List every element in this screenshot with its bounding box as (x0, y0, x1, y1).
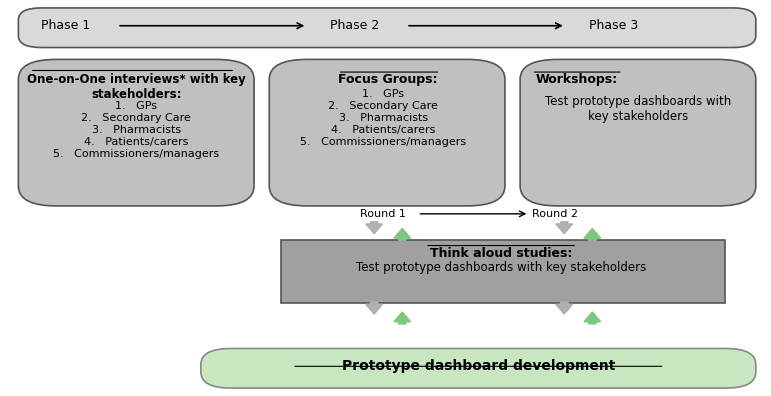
FancyBboxPatch shape (19, 8, 756, 48)
FancyBboxPatch shape (281, 240, 726, 303)
FancyBboxPatch shape (520, 59, 756, 206)
Text: Workshops:: Workshops: (536, 73, 618, 86)
Text: 2.   Secondary Care: 2. Secondary Care (81, 113, 191, 123)
Text: Focus Groups:: Focus Groups: (338, 73, 437, 86)
Text: 4.   Patients/carers: 4. Patients/carers (84, 137, 188, 147)
FancyArrow shape (365, 222, 382, 234)
FancyBboxPatch shape (269, 59, 505, 206)
Text: Phase 1: Phase 1 (41, 19, 90, 32)
Text: One-on-One interviews* with key
stakeholders:: One-on-One interviews* with key stakehol… (27, 73, 246, 101)
FancyBboxPatch shape (19, 59, 254, 206)
Text: 5.   Commissioners/managers: 5. Commissioners/managers (53, 148, 219, 158)
Text: Think aloud studies:: Think aloud studies: (430, 247, 572, 260)
Text: Round 1: Round 1 (361, 209, 406, 219)
FancyArrow shape (394, 312, 411, 324)
Text: Phase 3: Phase 3 (588, 19, 638, 32)
Text: Test prototype dashboards with
key stakeholders: Test prototype dashboards with key stake… (545, 95, 731, 123)
Text: 1.   GPs: 1. GPs (362, 89, 404, 99)
Text: Test prototype dashboards with key stakeholders: Test prototype dashboards with key stake… (356, 261, 646, 274)
FancyArrow shape (584, 228, 601, 240)
Text: 2.   Secondary Care: 2. Secondary Care (328, 101, 438, 111)
Text: Round 2: Round 2 (531, 209, 577, 219)
Text: Phase 2: Phase 2 (330, 19, 379, 32)
FancyBboxPatch shape (200, 348, 756, 388)
Text: 5.   Commissioners/managers: 5. Commissioners/managers (300, 137, 466, 147)
FancyArrow shape (556, 222, 573, 234)
Text: 1.   GPs: 1. GPs (115, 101, 157, 111)
FancyArrow shape (365, 302, 382, 314)
Text: Prototype dashboard development: Prototype dashboard development (342, 359, 615, 373)
Text: 4.   Patients/carers: 4. Patients/carers (331, 125, 436, 135)
FancyArrow shape (556, 302, 573, 314)
Text: 3.   Pharmacists: 3. Pharmacists (338, 113, 428, 123)
FancyArrow shape (584, 312, 601, 324)
FancyArrow shape (394, 228, 411, 240)
Text: 3.   Pharmacists: 3. Pharmacists (92, 125, 180, 135)
